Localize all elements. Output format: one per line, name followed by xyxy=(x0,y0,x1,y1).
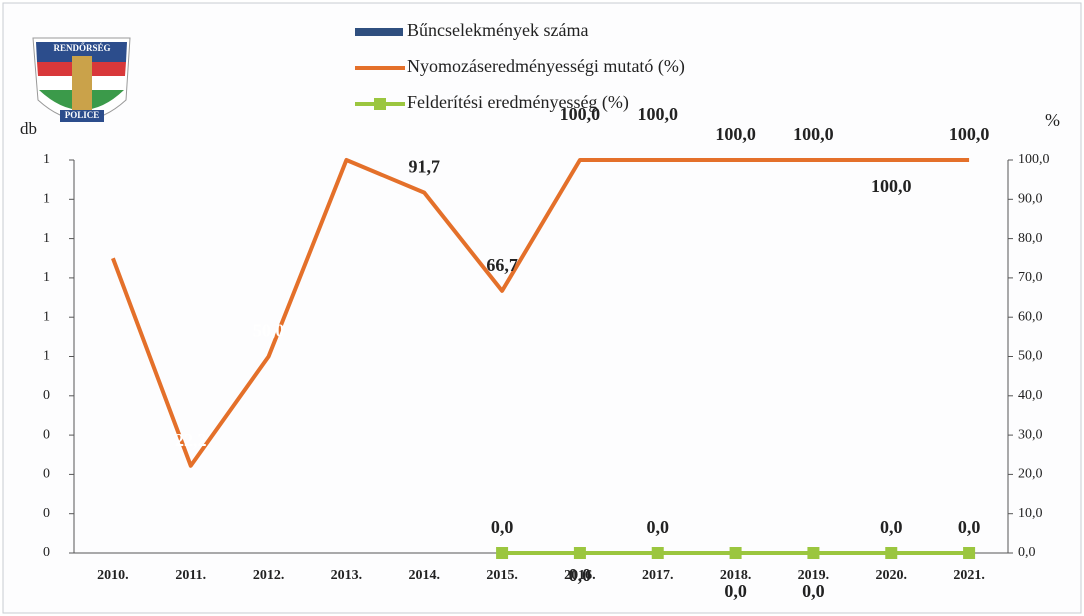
logo: RENDŐRSÉG POLICE xyxy=(32,37,131,122)
data-label: 100,0 xyxy=(793,124,834,144)
y2-tick-label: 80,0 xyxy=(1018,231,1043,246)
y-tick-label: 1 xyxy=(43,231,50,246)
y2-tick-label: 10,0 xyxy=(1018,506,1043,521)
x-tick-label: 2014. xyxy=(409,568,441,583)
marker xyxy=(807,547,820,559)
marker xyxy=(573,547,586,559)
x-tick-label: 2016. xyxy=(564,568,596,583)
logo-top-text: RENDŐRSÉG xyxy=(53,43,110,53)
y-tick-label: 0 xyxy=(43,506,50,521)
data-label: 0,0 xyxy=(491,517,514,537)
marker xyxy=(729,547,742,559)
data-label: 0,0 xyxy=(724,581,747,601)
y-tick-label: 0 xyxy=(43,545,50,560)
data-label: 100,0 xyxy=(715,124,756,144)
legend-label: Nyomozáseredményességi mutató (%) xyxy=(407,56,685,77)
y2-tick-label: 20,0 xyxy=(1018,467,1043,482)
data-label: 66,7 xyxy=(486,255,518,275)
data-label: 100,0 xyxy=(871,176,912,196)
y-tick-label: 0 xyxy=(43,467,50,482)
legend-label: Bűncselekmények száma xyxy=(407,20,588,40)
y-tick-label: 1 xyxy=(43,270,50,285)
y-tick-label: 1 xyxy=(43,349,50,364)
y2-tick-label: 60,0 xyxy=(1018,309,1043,324)
data-label: 0,0 xyxy=(802,581,825,601)
y-tick-label: 1 xyxy=(43,152,50,167)
x-tick-label: 2017. xyxy=(642,568,674,583)
data-label: 0,0 xyxy=(569,565,592,585)
y2-axis-label: % xyxy=(1045,110,1060,130)
marker xyxy=(885,547,898,559)
line xyxy=(111,158,970,468)
data-label: 0,0 xyxy=(958,517,981,537)
y2-tick-label: 30,0 xyxy=(1018,427,1043,442)
legend-marker xyxy=(374,98,386,110)
x-tick-label: 2011. xyxy=(175,568,206,583)
x-tick-label: 2021. xyxy=(953,568,985,583)
y-tick-label: 1 xyxy=(43,309,50,324)
x-tick-label: 2020. xyxy=(876,568,908,583)
data-label: 100,0 xyxy=(560,104,601,124)
marker xyxy=(651,547,664,559)
y-tick-label: 1 xyxy=(43,192,50,207)
marker xyxy=(963,547,976,559)
y-tick-label: 0 xyxy=(43,388,50,403)
marker xyxy=(496,547,509,559)
y2-tick-label: 70,0 xyxy=(1018,270,1043,285)
y2-tick-label: 100,0 xyxy=(1018,152,1050,167)
logo-bottom-text: POLICE xyxy=(65,110,100,120)
legend-swatch xyxy=(355,28,403,36)
data-label: 50,0 xyxy=(253,321,285,341)
x-tick-label: 2012. xyxy=(253,568,285,583)
data-label: 91,7 xyxy=(409,157,441,177)
x-tick-label: 2015. xyxy=(486,568,518,583)
y-axis-label: db xyxy=(20,119,37,138)
x-tick-label: 2019. xyxy=(798,568,830,583)
x-tick-label: 2013. xyxy=(331,568,363,583)
data-label: 0,0 xyxy=(647,517,670,537)
x-tick-label: 2010. xyxy=(97,568,129,583)
data-label: 22,2 xyxy=(175,430,207,450)
legend-label: Felderítési eredményesség (%) xyxy=(407,92,629,113)
y2-tick-label: 90,0 xyxy=(1018,192,1043,207)
x-tick-label: 2018. xyxy=(720,568,752,583)
y2-tick-label: 0,0 xyxy=(1018,545,1036,560)
data-label: 0,0 xyxy=(880,517,903,537)
data-label: 100,0 xyxy=(949,124,990,144)
data-label: 100,0 xyxy=(638,104,679,124)
y2-tick-label: 50,0 xyxy=(1018,349,1043,364)
y2-tick-label: 40,0 xyxy=(1018,388,1043,403)
y-tick-label: 0 xyxy=(43,427,50,442)
